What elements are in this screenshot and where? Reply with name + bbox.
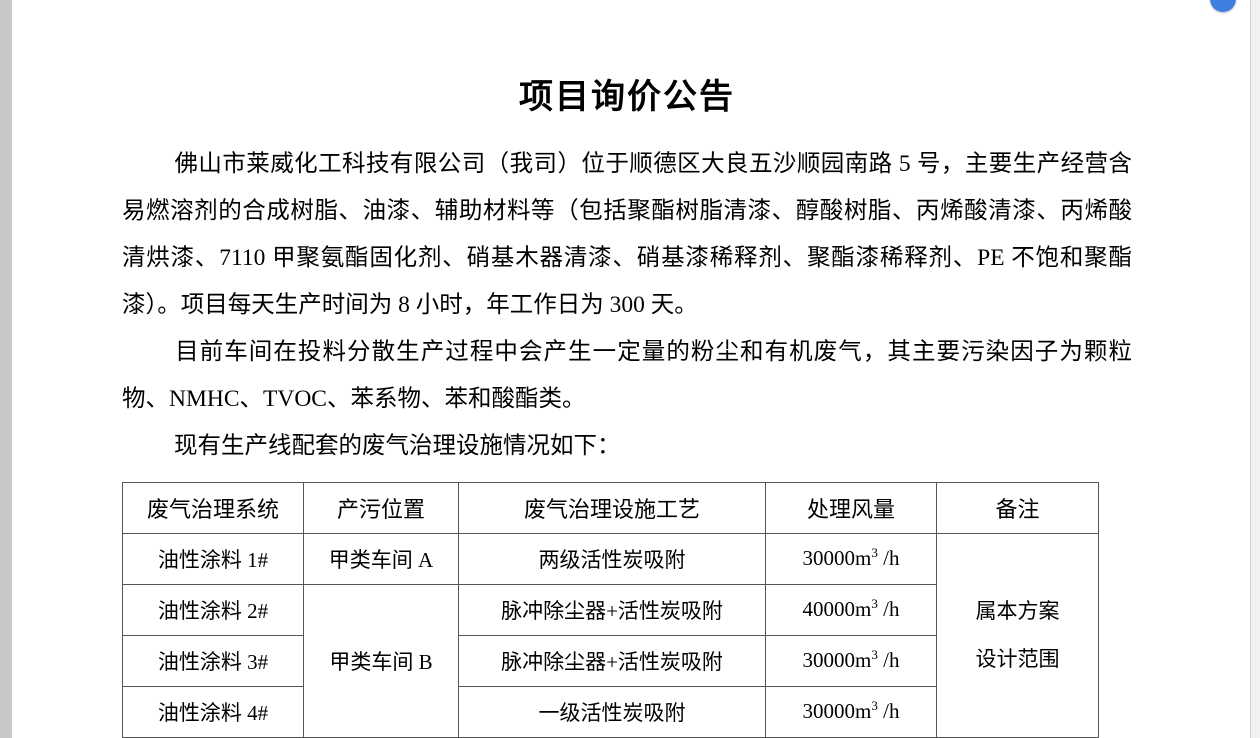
paragraph-text: 目前车间在投料分散生产过程中会产生一定量的粉尘和有机废气，其主要污染因子为颗粒物… — [122, 338, 1132, 412]
cell-system: 油性涂料 1# — [122, 532, 304, 585]
cell-flow: 30000m3 /h — [765, 634, 937, 687]
table-row: 油性涂料 4# 一级活性炭吸附 30000m3 /h — [122, 685, 1099, 738]
note-line-1: 属本方案 — [975, 599, 1060, 624]
cell-system: 油性涂料 4# — [122, 685, 304, 738]
flow-unit: /h — [877, 597, 900, 622]
flow-value: 30000m — [802, 648, 872, 673]
flow-value: 30000m — [802, 546, 872, 571]
paragraph-text: 现有生产线配套的废气治理设施情况如下： — [174, 432, 621, 459]
flow-exponent: 3 — [871, 698, 878, 714]
flow-exponent: 3 — [871, 596, 878, 612]
floating-action-button[interactable] — [1210, 0, 1236, 12]
paragraph-table-lead-in: 现有生产线配套的废气治理设施情况如下： — [122, 423, 1132, 470]
table-row: 油性涂料 3# 脉冲除尘器+活性炭吸附 30000m3 /h — [122, 634, 1099, 687]
cell-system: 油性涂料 2# — [122, 583, 304, 636]
table-row: 油性涂料 2# 甲类车间 B 脉冲除尘器+活性炭吸附 40000m3 /h — [122, 583, 1099, 738]
flow-exponent: 3 — [871, 647, 878, 663]
column-header-note: 备注 — [936, 481, 1099, 534]
column-header-location: 产污位置 — [303, 481, 459, 534]
cell-location-merged: 甲类车间 B — [303, 583, 459, 738]
flow-unit: /h — [877, 546, 900, 571]
document-body: 项目询价公告 佛山市莱威化工科技有限公司（我司）位于顺德区大良五沙顺园南路 5 … — [122, 0, 1132, 738]
flow-unit: /h — [877, 699, 900, 724]
document-page: 项目询价公告 佛山市莱威化工科技有限公司（我司）位于顺德区大良五沙顺园南路 5 … — [12, 0, 1251, 738]
cell-system: 油性涂料 3# — [122, 634, 304, 687]
flow-exponent: 3 — [871, 545, 878, 561]
column-header-flow: 处理风量 — [765, 481, 937, 534]
cell-flow: 40000m3 /h — [765, 583, 937, 636]
page-title: 项目询价公告 — [519, 79, 735, 116]
waste-gas-facility-table: 废气治理系统 产污位置 废气治理设施工艺 处理风量 备注 油性涂料 1# 甲类车… — [122, 481, 1099, 738]
cell-process: 一级活性炭吸附 — [458, 685, 766, 738]
flow-value: 40000m — [802, 597, 872, 622]
cell-process: 脉冲除尘器+活性炭吸附 — [458, 634, 766, 687]
cell-flow: 30000m3 /h — [765, 685, 937, 738]
note-line-2: 设计范围 — [975, 647, 1060, 672]
viewer-left-gutter — [0, 0, 12, 738]
paragraph-text: 佛山市莱威化工科技有限公司（我司）位于顺德区大良五沙顺园南路 5 号，主要生产经… — [122, 150, 1132, 318]
cell-note-merged: 属本方案 设计范围 — [936, 532, 1099, 738]
cell-location: 甲类车间 A — [303, 532, 459, 585]
flow-unit: /h — [877, 648, 900, 673]
column-header-system: 废气治理系统 — [122, 481, 304, 534]
paragraph-pollutants: 目前车间在投料分散生产过程中会产生一定量的粉尘和有机废气，其主要污染因子为颗粒物… — [122, 329, 1132, 423]
cell-flow: 30000m3 /h — [765, 532, 937, 585]
table-header-row: 废气治理系统 产污位置 废气治理设施工艺 处理风量 备注 — [122, 481, 1099, 534]
paragraph-company-intro: 佛山市莱威化工科技有限公司（我司）位于顺德区大良五沙顺园南路 5 号，主要生产经… — [122, 141, 1132, 329]
vertical-scrollbar[interactable] — [1250, 0, 1260, 738]
cell-process: 两级活性炭吸附 — [458, 532, 766, 585]
flow-value: 30000m — [802, 699, 872, 724]
cell-process: 脉冲除尘器+活性炭吸附 — [458, 583, 766, 636]
table-row: 油性涂料 1# 甲类车间 A 两级活性炭吸附 30000m3 /h 属本方案 设… — [122, 532, 1099, 738]
column-header-process: 废气治理设施工艺 — [458, 481, 766, 534]
